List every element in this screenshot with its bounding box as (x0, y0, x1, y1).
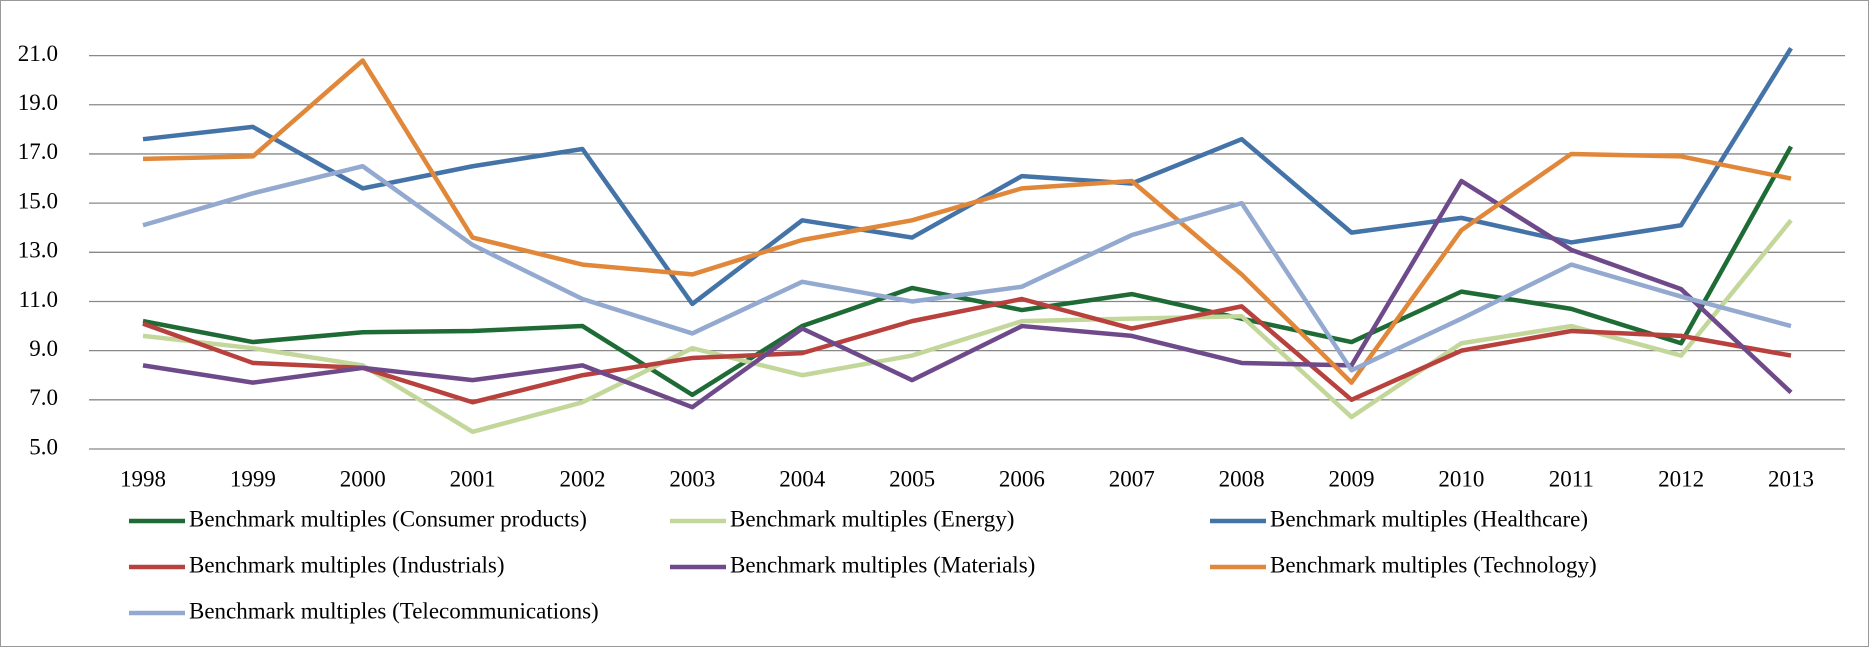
legend-label: Benchmark multiples (Telecommunications) (189, 598, 599, 623)
x-tick-label: 2008 (1219, 466, 1265, 491)
x-tick-label: 1998 (120, 466, 166, 491)
series-line (142, 178, 1793, 410)
x-tick-label: 2007 (1109, 466, 1155, 491)
y-tick-label: 21.0 (18, 41, 58, 66)
x-tick-label: 2003 (669, 466, 715, 491)
legend-label: Benchmark multiples (Technology) (1270, 552, 1597, 577)
x-tick-label: 2011 (1549, 466, 1594, 491)
series-line (142, 58, 1792, 385)
legend-label: Benchmark multiples (Energy) (730, 506, 1014, 531)
legend-label: Benchmark multiples (Healthcare) (1270, 506, 1588, 531)
x-tick-label: 2012 (1658, 466, 1704, 491)
series-line (142, 218, 1793, 435)
y-tick-label: 5.0 (29, 434, 58, 459)
y-tick-label: 11.0 (19, 287, 58, 312)
x-tick-label: 2005 (889, 466, 935, 491)
series-line (142, 296, 1792, 405)
series-line (142, 145, 1793, 398)
x-tick-label: 1999 (230, 466, 276, 491)
x-tick-label: 2000 (340, 466, 386, 491)
y-tick-label: 7.0 (29, 385, 58, 410)
legend-label: Benchmark multiples (Consumer products) (189, 506, 587, 531)
y-tick-label: 19.0 (18, 90, 58, 115)
series-line (142, 163, 1792, 373)
x-tick-label: 2004 (779, 466, 826, 491)
x-tick-label: 2013 (1768, 466, 1814, 491)
series-line (142, 47, 1793, 307)
x-tick-label: 2001 (450, 466, 496, 491)
y-tick-label: 15.0 (18, 188, 58, 213)
legend-label: Benchmark multiples (Industrials) (189, 552, 505, 577)
legend-label: Benchmark multiples (Materials) (730, 552, 1035, 577)
y-tick-label: 13.0 (18, 238, 58, 263)
x-tick-label: 2002 (559, 466, 605, 491)
y-tick-label: 17.0 (18, 139, 58, 164)
x-tick-label: 2006 (999, 466, 1045, 491)
y-tick-label: 9.0 (29, 336, 58, 361)
x-tick-label: 2010 (1438, 466, 1484, 491)
x-tick-label: 2009 (1329, 466, 1375, 491)
